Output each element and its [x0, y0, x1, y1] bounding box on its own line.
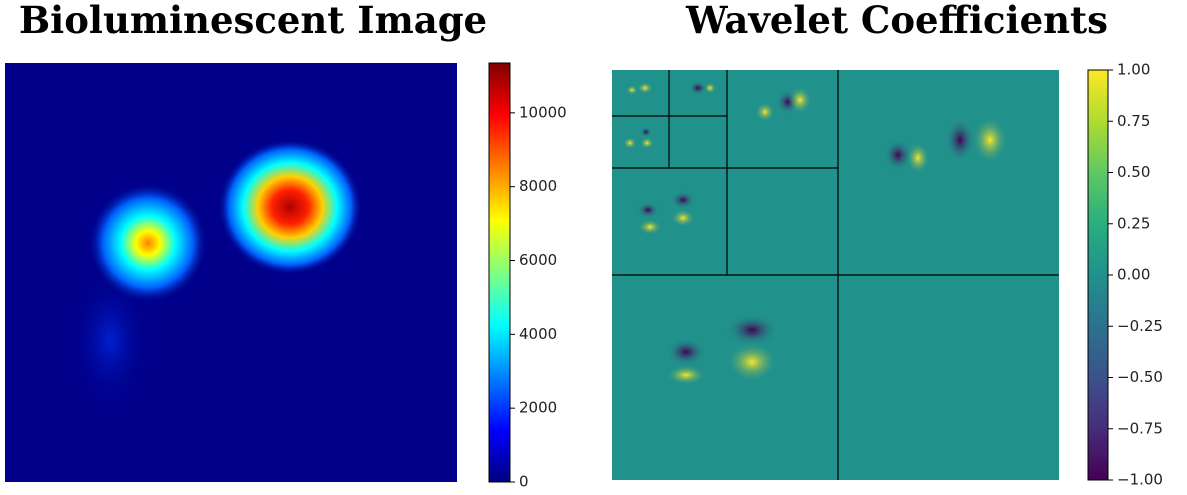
tick-label: 2000: [519, 399, 557, 417]
tick-label: 1.00: [1117, 61, 1150, 79]
image: [5, 63, 457, 482]
tick-label: −1.00: [1117, 471, 1163, 489]
tick-label: 0.75: [1117, 112, 1150, 130]
tick-label: 0.50: [1117, 163, 1150, 181]
wavelet-image: [612, 70, 1059, 480]
colorbar: [1087, 69, 1109, 481]
tick-label: 0.00: [1117, 266, 1150, 284]
tick-label: 6000: [519, 251, 557, 269]
tick-label: 0.25: [1117, 214, 1150, 232]
chart-title: Wavelet Coefficients: [685, 0, 1108, 42]
chart-title: Bioluminescent Image: [19, 0, 487, 42]
tick-label: 4000: [519, 325, 557, 343]
tick-label: −0.50: [1117, 368, 1163, 386]
tick-label: −0.75: [1117, 419, 1163, 437]
tick-label: −0.25: [1117, 317, 1163, 335]
tick-label: 8000: [519, 177, 557, 195]
colorbar: [488, 62, 511, 483]
tick-label: 10000: [519, 103, 567, 121]
tick-label: 0: [519, 473, 529, 491]
